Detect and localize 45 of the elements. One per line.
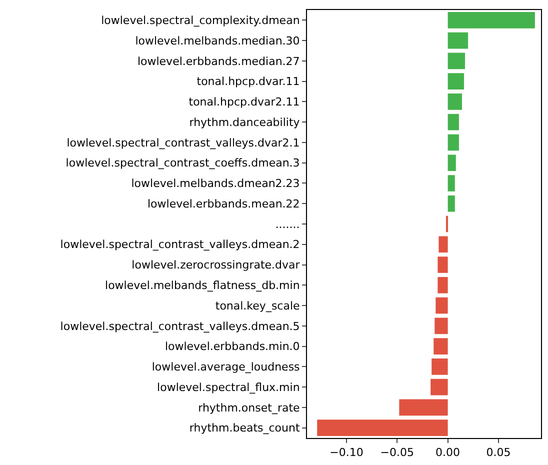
y-tick-label: rhythm.beats_count xyxy=(189,422,300,435)
bar xyxy=(448,32,468,49)
y-tick-label: lowlevel.spectral_contrast_valleys.dmean.5 xyxy=(60,320,300,333)
bar xyxy=(448,154,456,172)
y-tick-label: rhythm.danceability xyxy=(189,116,300,129)
bar xyxy=(432,358,448,375)
y-tick-label: tonal.hpcp.dvar2.11 xyxy=(188,96,300,109)
y-tick-label: lowlevel.spectral_contrast_coeffs.dmean.3 xyxy=(66,156,300,170)
x-tick-label: 0.05 xyxy=(486,446,511,460)
y-tick-label: rhythm.onset_rate xyxy=(198,401,300,414)
y-tick-label: tonal.key_scale xyxy=(215,299,300,312)
bar xyxy=(434,318,448,334)
y-tick-label: lowlevel.erbbands.median.27 xyxy=(137,54,300,68)
bar xyxy=(438,236,448,253)
y-tick-label: lowlevel.melbands.median.30 xyxy=(135,34,300,48)
bar xyxy=(436,297,448,314)
y-tick-label: lowlevel.melbands_flatness_db.min xyxy=(105,278,300,292)
bar xyxy=(448,73,464,90)
x-tick-label: −0.10 xyxy=(330,446,364,460)
bar xyxy=(434,338,448,354)
x-tick-label: 0.00 xyxy=(436,446,460,460)
bar xyxy=(448,195,455,212)
x-tick-label: −0.05 xyxy=(380,446,414,460)
bar xyxy=(430,378,448,396)
y-tick-label: lowlevel.erbbands.mean.22 xyxy=(147,197,300,210)
bar xyxy=(438,256,448,273)
bar xyxy=(448,114,459,130)
y-tick-label: tonal.hpcp.dvar.11 xyxy=(196,75,300,88)
y-tick-label: lowlevel.spectral_contrast_valleys.dmean.2 xyxy=(60,238,300,252)
bar xyxy=(448,94,462,110)
bar xyxy=(317,420,448,436)
y-tick-label: lowlevel.melbands.dmean2.23 xyxy=(131,177,300,190)
bar xyxy=(438,276,448,294)
bar xyxy=(448,52,466,70)
y-tick-label: lowlevel.average_loudness xyxy=(152,360,300,374)
bar xyxy=(448,12,535,28)
y-tick-label: lowlevel.spectral_contrast_valleys.dvar2.1 xyxy=(66,136,300,150)
y-tick-label: lowlevel.spectral_flux.min xyxy=(157,380,300,394)
y-tick-label: lowlevel.erbbands.min.0 xyxy=(164,340,300,354)
y-tick-label: ....... xyxy=(275,218,300,231)
y-tick-label: lowlevel.zerocrossingrate.dvar xyxy=(132,258,300,272)
bar xyxy=(399,399,448,416)
bar xyxy=(448,175,455,192)
y-tick-label: lowlevel.spectral_complexity.dmean xyxy=(101,14,300,28)
bar xyxy=(448,134,459,151)
